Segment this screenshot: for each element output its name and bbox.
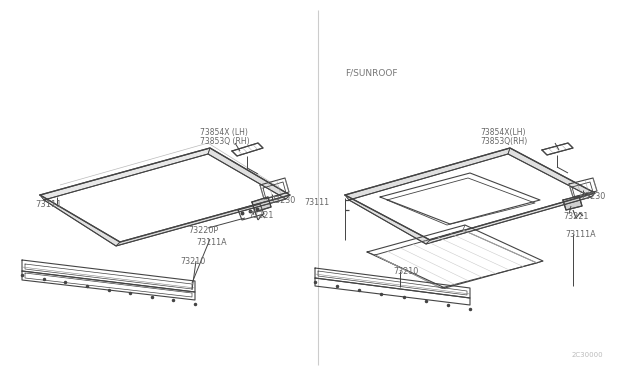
Polygon shape [208,148,290,199]
Text: 2C30000: 2C30000 [572,352,604,358]
Text: 73220P: 73220P [188,226,218,235]
Text: 73111A: 73111A [565,230,596,239]
Polygon shape [40,195,120,246]
Polygon shape [508,148,595,197]
Text: 73853Q (RH): 73853Q (RH) [200,137,250,146]
Text: 73111A: 73111A [196,238,227,247]
Polygon shape [116,195,290,246]
Text: 73854X(LH): 73854X(LH) [480,128,525,137]
Text: 73111: 73111 [35,200,61,209]
Text: 73221: 73221 [248,211,273,220]
Polygon shape [252,197,271,212]
Text: 73230: 73230 [580,192,605,201]
Text: 73853Q(RH): 73853Q(RH) [480,137,527,146]
Polygon shape [40,148,210,200]
Polygon shape [345,195,430,244]
Text: 73230: 73230 [270,196,295,205]
Text: 73210: 73210 [393,267,419,276]
Polygon shape [563,196,582,210]
Text: F/SUNROOF: F/SUNROOF [345,68,397,77]
Polygon shape [426,193,595,244]
Polygon shape [345,148,510,200]
Text: 73111: 73111 [305,198,330,207]
Text: 73210: 73210 [180,257,205,266]
Text: 73854X (LH): 73854X (LH) [200,128,248,137]
Text: 73221: 73221 [563,212,588,221]
